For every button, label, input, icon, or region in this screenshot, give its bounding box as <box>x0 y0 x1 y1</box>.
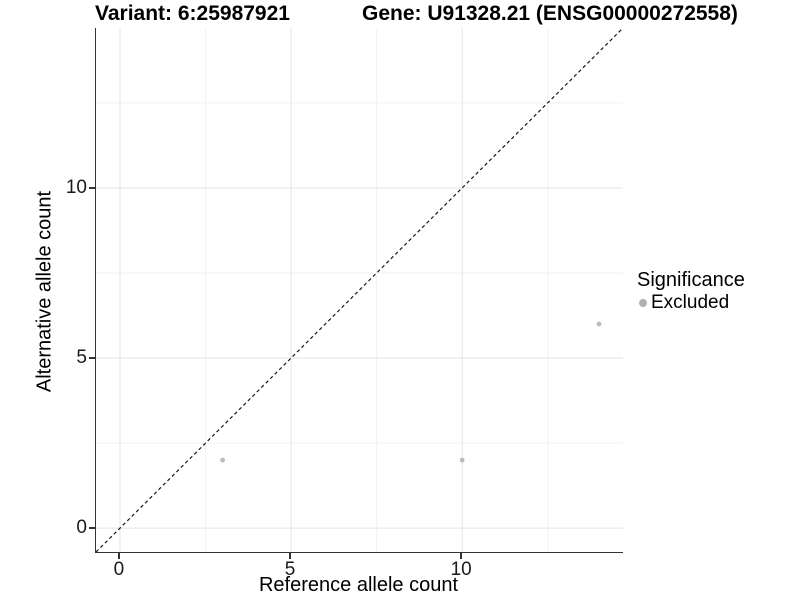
plot-title-variant: Variant: 6:25987921 <box>95 2 290 25</box>
plot-title-gene: Gene: U91328.21 (ENSG00000272558) <box>362 2 738 25</box>
y-tick-label: 10 <box>65 176 87 198</box>
data-point <box>220 457 226 463</box>
legend-title: Significance <box>637 269 745 291</box>
significance-legend: Significance Excluded <box>637 269 745 313</box>
y-tick-mark <box>89 357 95 359</box>
legend-entry-excluded: Excluded <box>637 292 745 313</box>
y-tick-mark <box>89 527 95 529</box>
x-axis-label: Reference allele count <box>258 574 458 596</box>
plot-canvas <box>96 28 623 552</box>
x-tick-label: 0 <box>113 559 125 580</box>
x-tick-label: 10 <box>450 559 472 580</box>
x-tick-mark <box>118 553 120 560</box>
y-tick-label: 0 <box>76 517 87 539</box>
plot-panel <box>95 28 623 553</box>
x-tick-mark <box>460 553 462 560</box>
data-point <box>596 321 602 327</box>
x-tick-label: 5 <box>284 559 296 580</box>
legend-point-icon <box>639 298 647 307</box>
data-point <box>459 457 465 463</box>
y-tick-label: 5 <box>76 347 87 369</box>
legend-entry-label: Excluded <box>651 292 730 313</box>
x-tick-mark <box>289 553 291 560</box>
y-tick-mark <box>89 187 95 189</box>
identity-line <box>96 28 623 552</box>
y-axis-label: Alternative allele count <box>33 190 56 393</box>
